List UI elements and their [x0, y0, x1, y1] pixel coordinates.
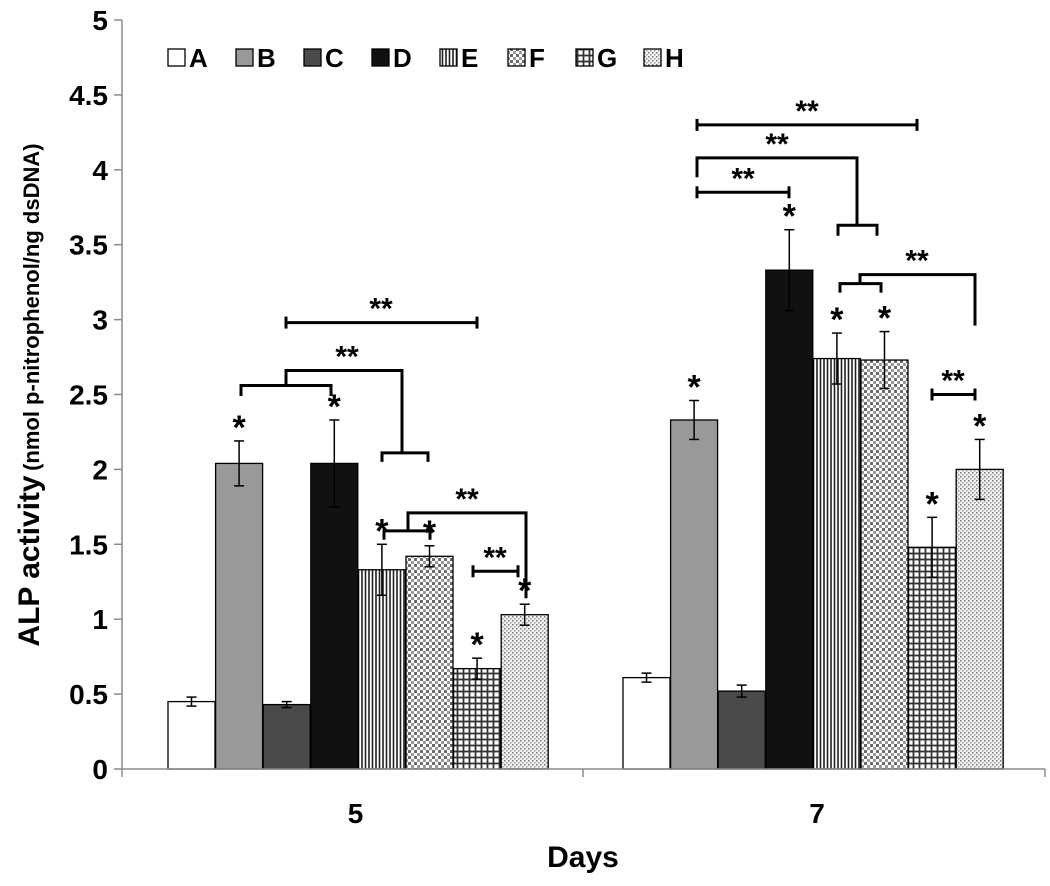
legend-label-f: F [529, 43, 545, 73]
y-axis-title-wrap: ALP activity (nmol p-nitrophenol/ng dsDN… [0, 0, 60, 886]
significance-star: * [925, 485, 939, 523]
legend-swatch-f [507, 48, 526, 67]
bracket-d5-bd [239, 384, 333, 396]
legend-label-a: A [189, 43, 208, 73]
bracket-d7-ef-low [838, 282, 883, 293]
bar-g-day-5 [452, 667, 502, 770]
bar-h-day-7 [955, 468, 1004, 770]
bracket-d5-bd-ef [284, 369, 404, 453]
legend-label-c: C [325, 43, 344, 73]
legend-label-g: G [597, 43, 617, 73]
legend-swatch-d [371, 48, 390, 67]
legend-label-b: B [257, 43, 276, 73]
y-tick-label: 1.5 [69, 529, 108, 560]
bar-a-day-5 [167, 700, 216, 770]
bar-f-day-7 [860, 359, 909, 770]
legend-label-d: D [393, 43, 412, 73]
y-axis-label: ALP activity [13, 475, 46, 647]
y-axis-title: ALP activity (nmol p-nitrophenol/ng dsDN… [13, 143, 47, 646]
y-tick-label: 5 [92, 5, 108, 36]
significance-star: * [878, 300, 892, 338]
bar-c-day-5 [262, 703, 311, 770]
x-tick-label: 5 [348, 798, 364, 829]
sig-label-d7-efh: ** [905, 245, 929, 278]
y-tick-label: 2.5 [69, 380, 108, 411]
bar-a-day-7 [622, 676, 671, 770]
bar-e-day-7 [812, 357, 862, 770]
significance-star: * [783, 198, 797, 236]
sig-label-d7-outer: ** [765, 128, 789, 161]
significance-star: * [328, 388, 342, 426]
sig-label-d7-gh: ** [941, 365, 965, 398]
significance-star: * [973, 407, 987, 445]
bracket-d7-outer [695, 156, 859, 226]
bar-b-day-5 [214, 462, 264, 770]
significance-star: * [232, 409, 246, 447]
sig-label-d5-efh: ** [455, 483, 479, 516]
sig-label-d7-top: ** [795, 95, 819, 128]
sig-label-d7-bd: ** [731, 162, 755, 195]
legend-swatch-a [167, 48, 186, 67]
y-tick-label: 3 [92, 305, 108, 336]
legend-swatch-c [303, 48, 322, 67]
y-tick-label: 0.5 [69, 679, 108, 710]
sig-label-d5-mid: ** [335, 341, 359, 374]
bar-e-day-5 [357, 569, 407, 770]
y-axis-unit: (nmol p-nitrophenol/ng dsDNA) [19, 143, 44, 471]
legend-swatch-e [439, 48, 458, 67]
y-tick-label: 4.5 [69, 80, 108, 111]
legend-label-e: E [461, 43, 478, 73]
x-tick-label: 7 [809, 798, 825, 829]
bar-d-day-5 [310, 462, 359, 770]
legend-label-h: H [665, 43, 684, 73]
y-tick-label: 4 [92, 155, 108, 186]
y-tick-label: 0 [92, 754, 108, 785]
bracket-d5-ef-h [406, 511, 528, 599]
bar-d-day-7 [765, 269, 814, 770]
sig-label-d5-top: ** [369, 293, 393, 326]
y-tick-label: 2 [92, 454, 108, 485]
bar-c-day-7 [717, 690, 766, 770]
bar-b-day-7 [669, 419, 719, 770]
bracket-d5-ef [380, 451, 430, 462]
y-tick-label: 3.5 [69, 230, 108, 261]
legend-swatch-h [643, 48, 662, 67]
bar-g-day-7 [907, 546, 957, 770]
bracket-d7-ef-h [858, 273, 977, 326]
y-tick-label: 1 [92, 604, 108, 635]
significance-star: * [375, 512, 389, 550]
significance-star: * [830, 301, 844, 339]
significance-star: * [470, 626, 484, 664]
x-axis-title: Days [547, 841, 619, 874]
legend-swatch-g [575, 48, 594, 67]
significance-star: * [687, 368, 701, 406]
sig-label-d5-gh: ** [483, 541, 507, 574]
bracket-d7-ef [836, 223, 879, 236]
bar-h-day-5 [500, 614, 549, 770]
legend-swatch-b [235, 48, 254, 67]
bar-f-day-5 [405, 555, 454, 770]
